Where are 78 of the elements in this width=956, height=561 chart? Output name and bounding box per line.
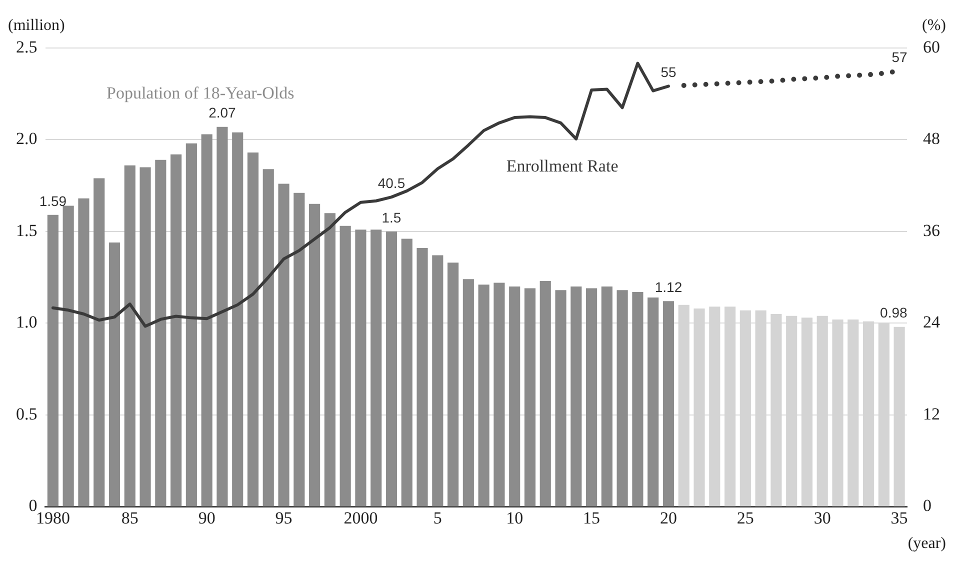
bar: [78, 198, 90, 506]
bar: [62, 206, 74, 506]
bar: [324, 213, 336, 506]
x-tick-label: 1980: [36, 508, 70, 528]
y-tick-label: 1.0: [16, 312, 38, 332]
bar: [570, 286, 582, 506]
bar: [616, 290, 628, 506]
data-label: 0.98: [880, 304, 908, 321]
data-label: 40.5: [378, 174, 406, 191]
x-tick-label: 20: [660, 508, 677, 528]
y2-axis-title: (%): [922, 17, 946, 34]
bar: [201, 134, 212, 506]
x-tick-label: 30: [814, 508, 831, 528]
y-tick-label: 2.0: [16, 129, 38, 148]
bar: [216, 126, 228, 506]
bar: [662, 301, 674, 506]
text: Population of 18-Year-Olds: [106, 83, 294, 102]
bar: [401, 238, 412, 506]
data-label: 55: [660, 64, 676, 80]
bar: [448, 262, 459, 506]
x-tick-label: 95: [275, 508, 292, 528]
y-tick-label: 1.5: [16, 220, 38, 240]
data-label: 1.5: [382, 209, 402, 226]
bar: [170, 154, 182, 506]
bar: [648, 297, 659, 506]
bar: [416, 248, 428, 506]
x-tick-label: 2000: [344, 508, 378, 528]
bar: [47, 214, 58, 506]
y-tick-label: 0: [28, 496, 38, 516]
x-tick-label: 5: [433, 508, 442, 528]
y-tick-label: 2.5: [16, 37, 38, 56]
x-axis-title: (year): [908, 535, 946, 552]
y-axis-title: (million): [8, 17, 65, 34]
bar: [540, 280, 551, 506]
bar: [340, 226, 351, 506]
series-label: Enrollment Rate: [506, 156, 618, 176]
bar: [140, 167, 151, 506]
bar: [494, 282, 505, 506]
y2-tick-label: 12: [923, 404, 940, 424]
data-label: 57: [892, 48, 908, 65]
data-label: 1.59: [39, 192, 67, 209]
bar: [524, 288, 536, 506]
bar: [555, 290, 566, 506]
y2-tick-label: 0: [923, 496, 932, 516]
bar: [632, 292, 644, 506]
x-tick-label: 25: [736, 508, 754, 528]
y2-tick-label: 36: [923, 220, 940, 240]
bar: [586, 288, 598, 506]
x-tick-label: 10: [506, 508, 524, 528]
bar: [155, 160, 166, 506]
bar: [294, 192, 305, 506]
x-tick-label: 85: [121, 508, 138, 528]
y2-tick-label: 60: [923, 37, 940, 56]
x-tick-label: 90: [198, 508, 216, 528]
bar: [309, 204, 320, 506]
y-tick-label: 0.5: [16, 404, 38, 424]
bar: [386, 231, 398, 506]
x-tick-label: 35: [890, 508, 908, 528]
bar: [262, 169, 274, 506]
bar: [186, 143, 197, 506]
data-label: 1.12: [654, 279, 682, 296]
bar: [124, 165, 136, 506]
y2-tick-label: 24: [923, 312, 940, 332]
data-label: 2.07: [208, 104, 236, 121]
bar: [509, 286, 520, 506]
bar: [478, 284, 490, 506]
bar: [247, 152, 259, 506]
bar: [232, 132, 244, 506]
bar: [462, 279, 474, 506]
bar: [432, 255, 444, 506]
bar: [94, 178, 105, 506]
bar: [355, 230, 366, 506]
bar: [108, 242, 120, 506]
y2-tick-label: 48: [923, 129, 940, 148]
bar: [278, 184, 290, 506]
bar: [601, 286, 612, 506]
x-tick-label: 15: [583, 508, 600, 528]
bar: [370, 230, 382, 506]
